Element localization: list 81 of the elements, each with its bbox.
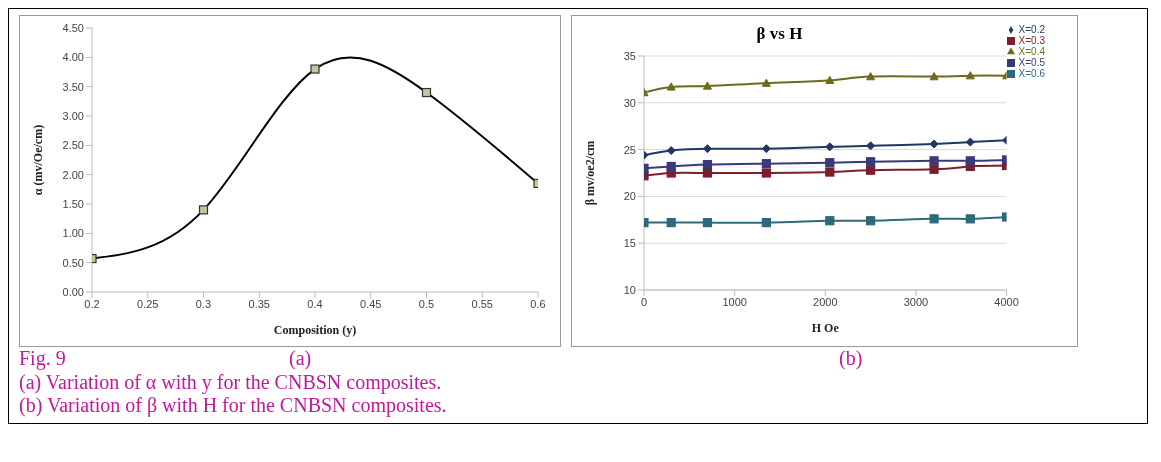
point (702, 168, 713, 178)
point (198, 205, 209, 215)
legend-label: X=0.6 (1018, 68, 1045, 79)
point (866, 216, 876, 226)
x-tick-label: 0.6 (530, 297, 546, 310)
y-tick-label: 3.50 (62, 80, 84, 93)
chart-title: β vs H (755, 24, 804, 44)
point (666, 218, 676, 228)
point (929, 72, 939, 81)
caption: Fig. 9 (19, 347, 66, 370)
point (825, 75, 835, 85)
x-tick-label: 0.5 (418, 297, 435, 310)
point (825, 142, 835, 152)
y-tick-label: 2.50 (62, 139, 84, 152)
point (929, 164, 939, 174)
y-tick-label: 1.50 (62, 197, 84, 210)
x-tick-label: 0.45 (360, 297, 382, 310)
text: (b) Variation of β with H for the CNBSN composites. (19, 394, 448, 417)
x-tick-label: 0.2 (84, 297, 100, 310)
point (929, 139, 939, 149)
y-tick-label: 15 (623, 237, 636, 250)
x-tick-label: 1000 (722, 295, 747, 308)
x-tick-label: 0.4 (307, 297, 323, 310)
point (866, 157, 876, 167)
point (825, 216, 835, 226)
legend-label: X=0.2 (1018, 24, 1045, 35)
text: (a) Variation of α with y for the CNBSN composites. (19, 371, 443, 394)
point (929, 214, 939, 224)
y-tick-label: 3.00 (62, 109, 84, 122)
point (702, 144, 712, 154)
point (761, 78, 771, 87)
legend-label: X=0.4 (1018, 46, 1045, 57)
y-tick-label: 20 (623, 190, 636, 203)
point (702, 159, 713, 170)
y-tick-label: 4.50 (62, 21, 84, 34)
x-axis-title: Composition (y) (273, 323, 357, 337)
y-tick-label: 10 (623, 283, 636, 296)
y-tick-label: 0.00 (62, 285, 84, 298)
point (761, 168, 771, 178)
text: (b) (839, 347, 863, 370)
x-tick-label: 0.25 (137, 297, 159, 310)
x-tick-label: 4000 (994, 295, 1019, 308)
x-tick-label: 0.35 (248, 297, 270, 310)
point (761, 144, 771, 154)
x-tick-label: 0.3 (195, 297, 212, 310)
point (666, 161, 676, 172)
legend-label: X=0.3 (1018, 35, 1045, 46)
y-tick-label: 1.00 (62, 227, 84, 240)
y-axis-title: β mv/oe2/cm (583, 140, 598, 206)
x-tick-label: 0.55 (471, 297, 493, 310)
point (310, 64, 320, 74)
y-tick-label: 30 (623, 96, 636, 109)
x-axis-title: H Oe (811, 321, 840, 335)
point (666, 146, 676, 156)
text: (a) (289, 347, 312, 370)
y-axis-title: α (mv/Oe/cm) (31, 124, 46, 196)
x-tick-label: 0 (640, 295, 648, 308)
point (666, 82, 676, 91)
point (965, 71, 975, 80)
point (825, 167, 835, 177)
legend-label: X=0.5 (1018, 57, 1045, 68)
point (825, 158, 835, 168)
point (866, 165, 876, 175)
point (965, 137, 975, 147)
point (761, 159, 771, 169)
y-tick-label: 25 (623, 143, 636, 156)
point (702, 81, 712, 90)
x-tick-label: 2000 (813, 295, 838, 308)
point (761, 218, 771, 228)
y-tick-label: 0.50 (62, 256, 84, 269)
point (421, 87, 432, 98)
y-tick-label: 35 (623, 49, 636, 62)
point (965, 214, 975, 224)
point (929, 156, 939, 166)
x-tick-label: 3000 (903, 295, 929, 308)
point (702, 218, 713, 228)
point (866, 141, 876, 151)
y-tick-label: 2.00 (62, 168, 84, 181)
y-tick-label: 4.00 (62, 51, 84, 64)
point (866, 72, 876, 81)
point (965, 156, 975, 166)
